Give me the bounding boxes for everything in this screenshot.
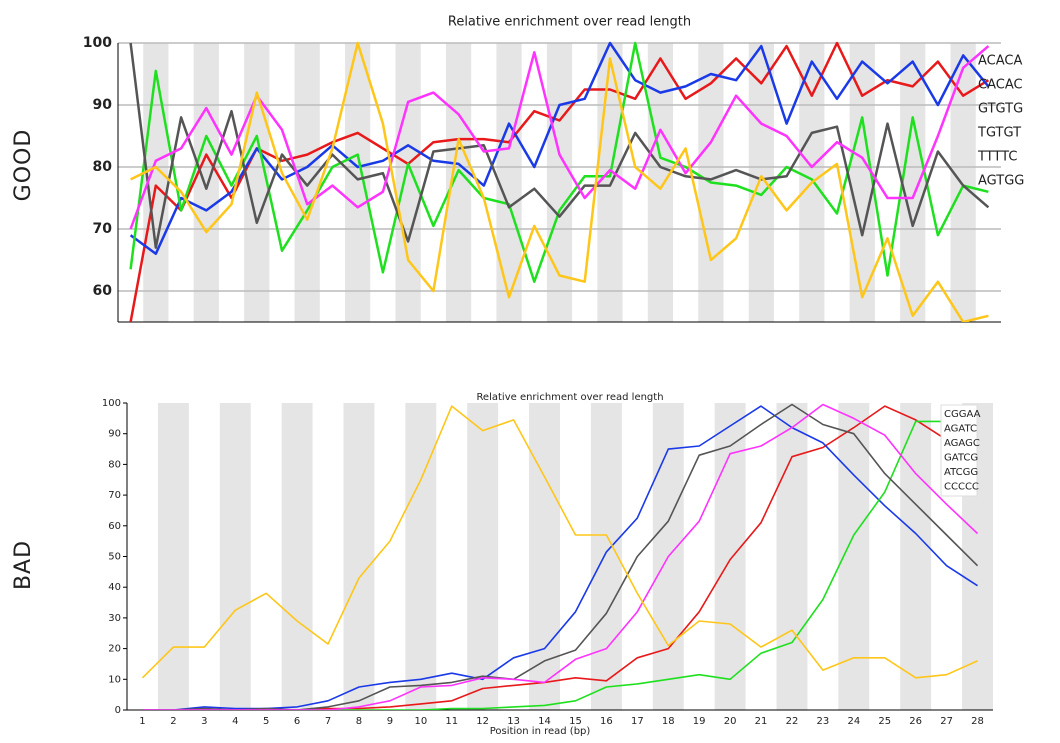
legend-entry: CGGAA — [944, 409, 981, 420]
band — [343, 403, 375, 710]
band — [546, 43, 573, 322]
y-tick-label: 0 — [115, 705, 121, 716]
x-tick-label: 27 — [940, 716, 953, 727]
series-line — [142, 403, 979, 710]
band — [467, 403, 499, 710]
band — [597, 43, 623, 322]
x-tick-label: 15 — [569, 716, 582, 727]
y-tick-label: 100 — [102, 398, 121, 409]
band — [193, 43, 219, 322]
series-line — [129, 41, 989, 283]
legend-entry: ATCGG — [944, 467, 978, 478]
band — [345, 43, 371, 322]
legend-entry: GATCG — [944, 453, 978, 464]
x-tick-label: 3 — [201, 716, 207, 727]
x-tick-label: 12 — [476, 716, 489, 727]
series-line — [142, 405, 978, 710]
band — [281, 403, 313, 710]
series-line — [129, 41, 990, 322]
legend-entry: ACACA — [978, 54, 1022, 69]
series-line — [142, 420, 978, 710]
x-tick-label: 6 — [294, 716, 300, 727]
y-tick-label: 60 — [108, 521, 121, 532]
band — [445, 43, 472, 322]
x-tick-label: 5 — [263, 716, 269, 727]
y-tick-label: 90 — [93, 97, 113, 113]
x-tick-label: 2 — [170, 716, 176, 727]
x-tick-label: 16 — [600, 716, 613, 727]
band — [294, 43, 320, 322]
y-tick-label: 50 — [108, 552, 121, 563]
panel-label: BAD — [11, 540, 36, 590]
band — [776, 403, 808, 710]
x-tick-label: 14 — [538, 716, 551, 727]
chart: 60 70 80 90 100 Relative enrichment over read… — [83, 15, 1024, 323]
y-tick-label: 20 — [108, 644, 121, 655]
y-tick-label: 10 — [108, 674, 121, 685]
series-line — [129, 45, 990, 230]
series-line — [130, 41, 989, 322]
x-tick-label: 1 — [139, 716, 145, 727]
legend-entry: AGATC — [944, 424, 977, 435]
series-line — [129, 42, 990, 249]
x-tick-label: 28 — [971, 716, 984, 727]
band — [529, 403, 560, 710]
legend-entry: GTGTG — [978, 102, 1023, 117]
band — [590, 403, 622, 710]
band — [157, 403, 189, 710]
x-tick-label: 17 — [631, 716, 644, 727]
y-tick-label: 80 — [93, 159, 113, 175]
legend-entry: TTTTC — [977, 150, 1017, 165]
x-tick-label: 9 — [387, 716, 393, 727]
x-tick-label: 22 — [786, 716, 799, 727]
y-tick-label: 70 — [108, 490, 121, 501]
legend-entry: CCCCC — [944, 482, 979, 493]
y-tick-label: 40 — [108, 582, 121, 593]
series-line — [129, 41, 990, 256]
chart-title: Relative enrichment over read length — [476, 392, 663, 403]
band — [748, 43, 774, 322]
legend-box — [940, 404, 978, 497]
band — [849, 43, 875, 322]
y-tick-label: 100 — [83, 35, 112, 51]
y-tick-label: 60 — [93, 283, 113, 299]
x-tick-label: 7 — [325, 716, 331, 727]
x-tick-label: 8 — [356, 716, 362, 727]
band — [405, 403, 437, 710]
x-tick-label: 20 — [724, 716, 737, 727]
band — [900, 43, 926, 322]
x-tick-label: 18 — [662, 716, 675, 727]
y-tick-label: 90 — [108, 429, 121, 440]
x-tick-label: 4 — [232, 716, 238, 727]
legend-entry: CACAC — [978, 78, 1023, 93]
x-tick-label: 23 — [817, 716, 830, 727]
x-tick-label: 25 — [878, 716, 891, 727]
series-line — [141, 405, 978, 679]
y-tick-label: 80 — [108, 459, 121, 470]
x-tick-label: 26 — [909, 716, 922, 727]
x-axis-label: Position in read (bp) — [490, 726, 591, 737]
legend-entry: AGAGC — [944, 438, 980, 449]
series-line — [142, 405, 978, 710]
chart-title: Relative enrichment over read length — [448, 15, 691, 30]
x-tick-label: 11 — [445, 716, 458, 727]
legend-entry: AGTGG — [978, 174, 1024, 189]
x-tick-label: 21 — [755, 716, 768, 727]
x-tick-label: 19 — [693, 716, 706, 727]
x-tick-label: 10 — [414, 716, 427, 727]
y-tick-label: 70 — [93, 221, 113, 237]
band — [900, 403, 932, 710]
y-tick-label: 30 — [108, 613, 121, 624]
x-tick-label: 24 — [847, 716, 860, 727]
band — [219, 403, 251, 710]
legend-entry: TGTGT — [977, 126, 1021, 141]
x-tick-label: 13 — [507, 716, 520, 727]
panel-label: GOOD — [11, 129, 36, 202]
